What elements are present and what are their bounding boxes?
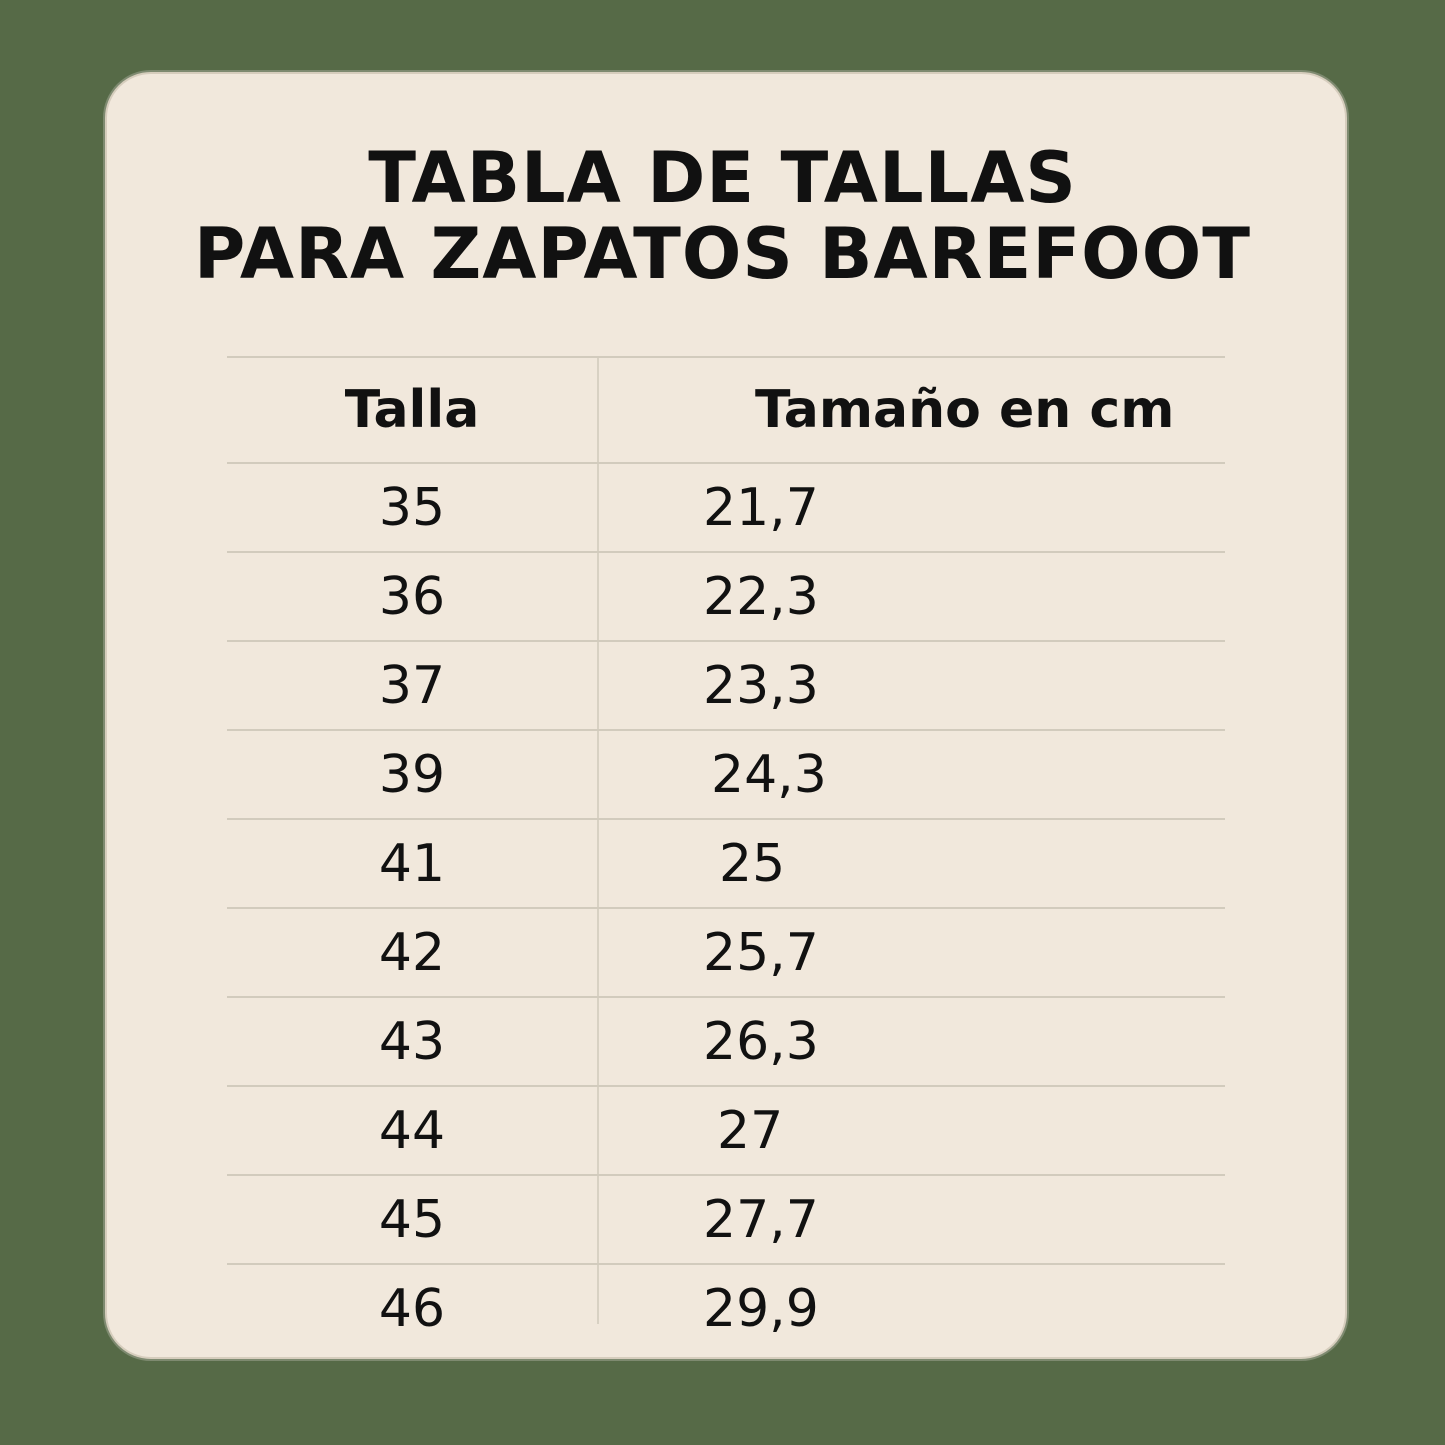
cm-cell: 29,9 bbox=[703, 1278, 819, 1339]
table-row: 44 27 bbox=[227, 1085, 1225, 1174]
cm-cell: 23,3 bbox=[703, 655, 819, 716]
page-title: TABLA DE TALLAS PARA ZAPATOS BAREFOOT bbox=[0, 140, 1445, 292]
title-line-2: PARA ZAPATOS BAREFOOT bbox=[194, 213, 1251, 295]
size-cell: 42 bbox=[378, 922, 446, 983]
header-talla: Talla bbox=[344, 380, 480, 440]
cm-cell: 27,7 bbox=[703, 1189, 819, 1250]
size-cell: 46 bbox=[378, 1278, 446, 1339]
table-header-row: Talla Tamaño en cm bbox=[227, 356, 1225, 462]
size-cell: 36 bbox=[378, 566, 446, 627]
cm-cell: 24,3 bbox=[711, 744, 827, 805]
cm-cell: 27 bbox=[717, 1100, 784, 1161]
title-line-1: TABLA DE TALLAS bbox=[368, 137, 1077, 219]
table-row: 35 21,7 bbox=[227, 462, 1225, 551]
cm-cell: 21,7 bbox=[703, 477, 819, 538]
header-cm: Tamaño en cm bbox=[755, 380, 1175, 440]
size-chart-card bbox=[105, 72, 1347, 1359]
size-cell: 41 bbox=[378, 833, 446, 894]
cm-cell: 25,7 bbox=[703, 922, 819, 983]
size-cell: 35 bbox=[378, 477, 446, 538]
size-table: Talla Tamaño en cm 35 21,7 36 22,3 37 23,3 39 2… bbox=[227, 356, 1225, 1352]
size-cell: 45 bbox=[378, 1189, 446, 1250]
table-row: 36 22,3 bbox=[227, 551, 1225, 640]
cm-cell: 26,3 bbox=[703, 1011, 819, 1072]
table-row: 41 25 bbox=[227, 818, 1225, 907]
table-row: 42 25,7 bbox=[227, 907, 1225, 996]
table-row: 45 27,7 bbox=[227, 1174, 1225, 1263]
cm-cell: 25 bbox=[719, 833, 786, 894]
column-divider bbox=[597, 356, 599, 1324]
cm-cell: 22,3 bbox=[703, 566, 819, 627]
table-row: 37 23,3 bbox=[227, 640, 1225, 729]
size-cell: 39 bbox=[378, 744, 446, 805]
size-cell: 43 bbox=[378, 1011, 446, 1072]
size-cell: 37 bbox=[378, 655, 446, 716]
table-row: 39 24,3 bbox=[227, 729, 1225, 818]
size-cell: 44 bbox=[378, 1100, 446, 1161]
table-row: 46 29,9 bbox=[227, 1263, 1225, 1352]
table-row: 43 26,3 bbox=[227, 996, 1225, 1085]
